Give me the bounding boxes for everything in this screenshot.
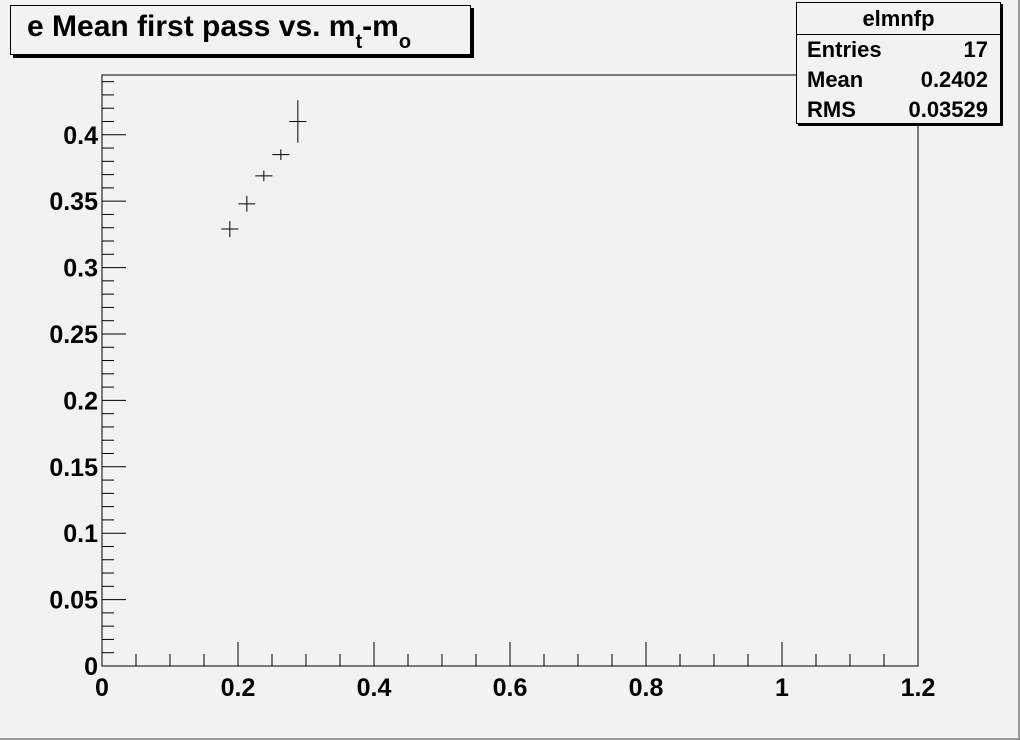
title-box: e Mean first pass vs. mt-mo [10, 5, 471, 55]
x-tick-label: 0.8 [629, 674, 664, 702]
y-tick-label: 0.15 [49, 454, 98, 482]
stats-key: RMS [807, 97, 856, 122]
stats-key: Mean [807, 67, 864, 92]
x-tick-label: 1 [775, 674, 789, 702]
title-main: e Mean first pass vs. m [27, 10, 356, 43]
stats-value: 0.2402 [920, 67, 988, 92]
stats-row-entries: Entries 17 [807, 35, 988, 65]
data-point [272, 149, 290, 160]
y-tick-label: 0.25 [49, 321, 98, 349]
stats-title: elmnfp [797, 3, 1000, 35]
x-tick-label: 0 [95, 674, 109, 702]
title-mid: -m [362, 10, 399, 43]
x-tick-label: 0.2 [221, 674, 256, 702]
stats-key: Entries [807, 37, 882, 62]
plot-frame [101, 74, 919, 667]
data-point [238, 195, 256, 212]
x-tick-label: 0.6 [493, 674, 528, 702]
data-point [289, 100, 307, 143]
y-tick-label: 0.1 [63, 520, 98, 548]
y-tick-label: 0.3 [63, 255, 98, 283]
title-subscript-o: o [398, 31, 412, 53]
axes: 0 0.2 0.4 0.6 0.8 1 1.2 0 0.05 0.1 0.15 0.2 0.25 0.3 0… [49, 74, 936, 702]
y-tick-label: 0 [84, 653, 98, 681]
chart-title: e Mean first pass vs. mt-mo [27, 10, 411, 53]
data-points [221, 100, 307, 238]
x-tick-label: 1.2 [901, 674, 936, 702]
stats-row-rms: RMS 0.03529 [807, 95, 988, 125]
stats-value: 0.03529 [908, 97, 988, 122]
y-tick-label: 0.2 [63, 387, 98, 415]
title-subscript-t: t [355, 31, 363, 53]
stats-row-mean: Mean 0.2402 [807, 65, 988, 95]
data-point [255, 170, 273, 182]
y-tick-label: 0.35 [49, 188, 98, 216]
y-tick-label: 0.05 [49, 587, 98, 615]
stats-box: elmnfp Entries 17 Mean 0.2402 RMS 0.0352… [796, 2, 1001, 124]
x-tick-label: 0.4 [357, 674, 392, 702]
stats-value: 17 [963, 37, 988, 62]
y-tick-label: 0.4 [63, 122, 98, 150]
data-point [221, 221, 239, 238]
